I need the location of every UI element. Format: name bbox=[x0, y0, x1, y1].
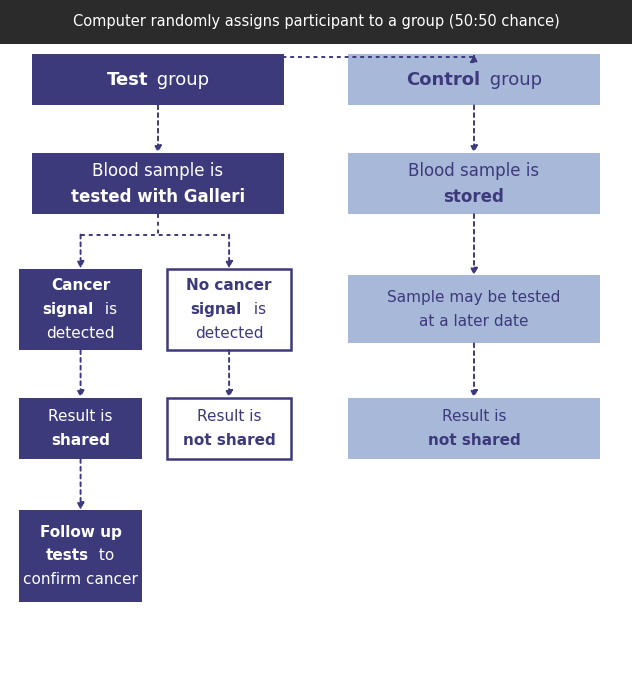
Bar bbox=[348, 54, 600, 105]
Text: signal: signal bbox=[191, 302, 242, 317]
Bar bbox=[19, 510, 142, 602]
Bar bbox=[348, 153, 600, 214]
Text: not shared: not shared bbox=[183, 432, 276, 447]
Text: Blood sample is: Blood sample is bbox=[92, 162, 224, 180]
Text: Blood sample is: Blood sample is bbox=[408, 162, 540, 180]
Text: detected: detected bbox=[46, 326, 115, 341]
Bar bbox=[167, 269, 291, 350]
Text: Sample may be tested: Sample may be tested bbox=[387, 290, 561, 305]
Bar bbox=[19, 398, 142, 459]
Bar bbox=[32, 54, 284, 105]
Bar bbox=[167, 398, 291, 459]
Bar bbox=[348, 398, 600, 459]
Text: detected: detected bbox=[195, 326, 264, 341]
Text: group: group bbox=[484, 71, 542, 89]
Text: confirm cancer: confirm cancer bbox=[23, 572, 138, 587]
Bar bbox=[0, 0, 632, 44]
Bar bbox=[19, 269, 142, 350]
Text: No cancer: No cancer bbox=[186, 278, 272, 293]
Text: not shared: not shared bbox=[428, 432, 520, 447]
Text: shared: shared bbox=[51, 432, 110, 447]
Text: Cancer: Cancer bbox=[51, 278, 110, 293]
Text: tests: tests bbox=[46, 548, 89, 564]
Text: Result is: Result is bbox=[48, 409, 113, 424]
Text: stored: stored bbox=[444, 188, 504, 205]
Text: Result is: Result is bbox=[442, 409, 506, 424]
Text: Follow up: Follow up bbox=[40, 525, 121, 540]
Text: Result is: Result is bbox=[197, 409, 262, 424]
Text: signal: signal bbox=[42, 302, 94, 317]
Text: is: is bbox=[100, 302, 118, 317]
Text: group: group bbox=[151, 71, 209, 89]
Text: to: to bbox=[94, 548, 114, 564]
Bar bbox=[348, 275, 600, 343]
Text: Test: Test bbox=[107, 71, 149, 89]
Text: at a later date: at a later date bbox=[419, 313, 529, 328]
Text: tested with Galleri: tested with Galleri bbox=[71, 188, 245, 205]
Text: Control: Control bbox=[406, 71, 481, 89]
Text: is: is bbox=[249, 302, 266, 317]
Bar bbox=[32, 153, 284, 214]
Text: Computer randomly assigns participant to a group (50:50 chance): Computer randomly assigns participant to… bbox=[73, 14, 559, 29]
